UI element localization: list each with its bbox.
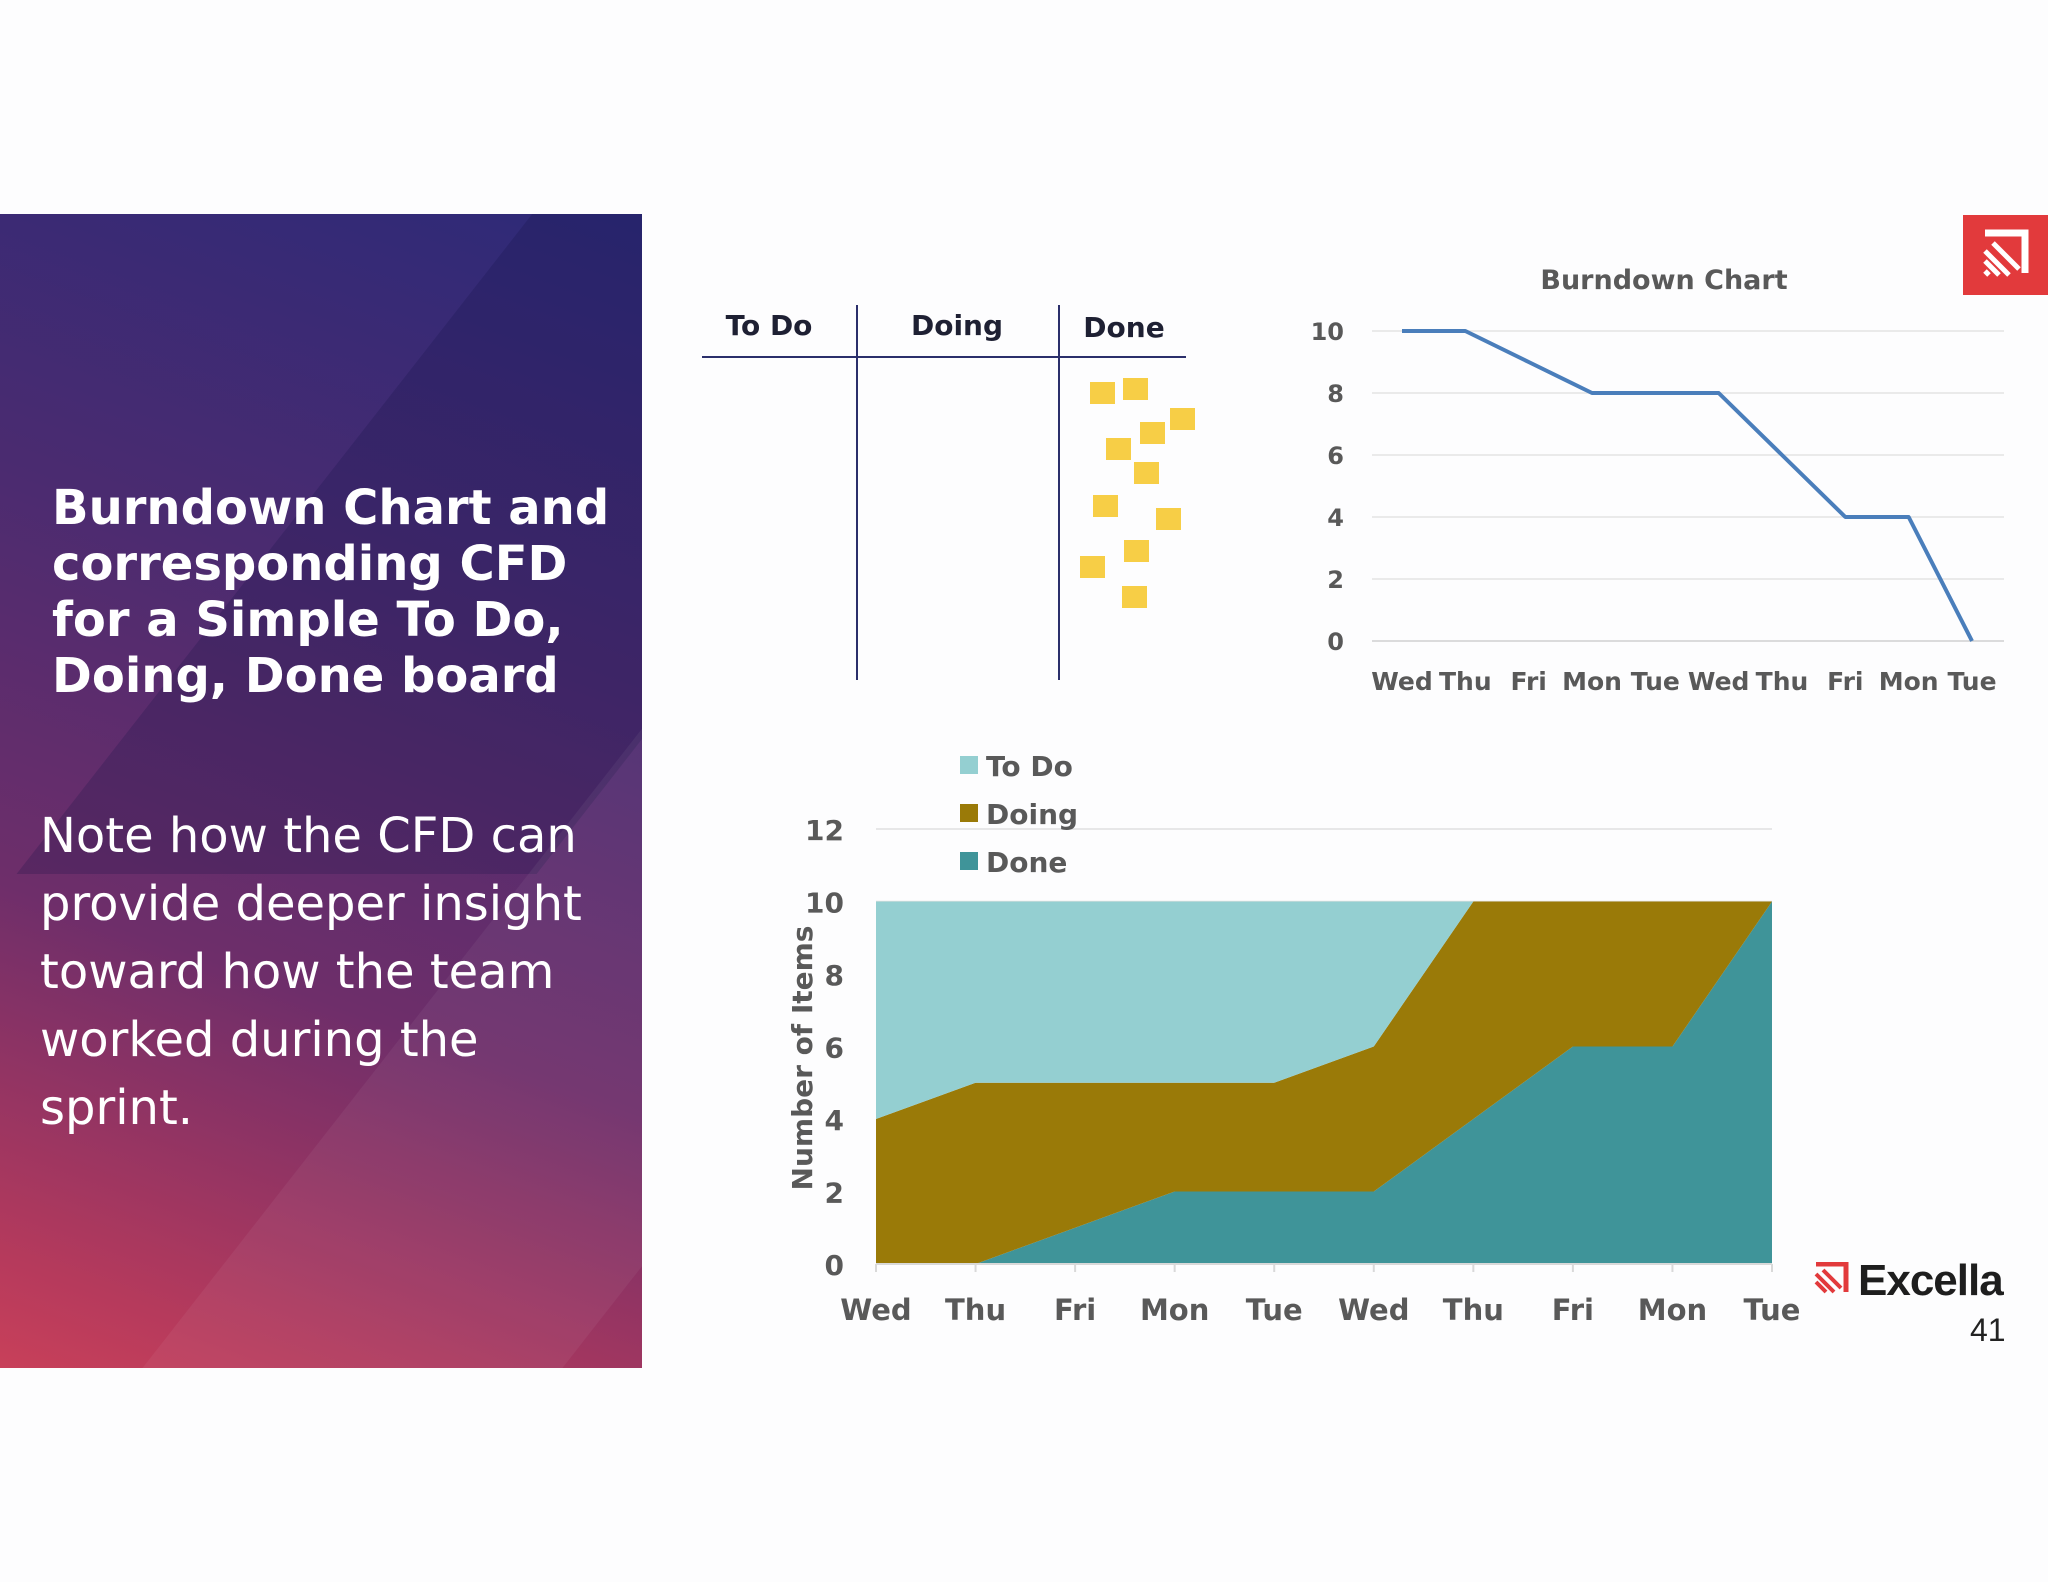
cfd-y-tick: 4	[825, 1104, 844, 1137]
burndown-x-tick: Wed	[1371, 667, 1433, 696]
done-card	[1134, 462, 1159, 484]
cfd-y-tick: 10	[805, 887, 844, 920]
cfd-x-tick: Wed	[1338, 1293, 1409, 1327]
cfd-x-tick: Mon	[1140, 1293, 1209, 1327]
cfd-y-axis-label: Number of Items	[786, 926, 819, 1191]
burndown-x-tick: Thu	[1439, 667, 1492, 696]
cfd-x-tick: Fri	[1552, 1293, 1594, 1327]
page-number: 41	[1970, 1312, 2006, 1348]
cfd-x-tick: Tue	[1246, 1293, 1303, 1327]
slide-title: Burndown Chart and corresponding CFD for…	[52, 480, 610, 704]
done-card	[1170, 408, 1195, 430]
cfd-y-tick: 2	[825, 1177, 844, 1210]
burndown-title: Burndown Chart	[1540, 265, 1787, 296]
done-card	[1140, 422, 1165, 444]
slide-body: Note how the CFD can provide deeper insi…	[40, 808, 582, 1136]
burndown-x-tick: Mon	[1562, 667, 1622, 696]
cfd-x-tick: Fri	[1054, 1293, 1096, 1327]
burndown-line	[1402, 329, 1974, 642]
burndown-x-tick: Thu	[1756, 667, 1809, 696]
burndown-x-tick: Fri	[1510, 667, 1546, 696]
excella-mark-icon	[1983, 229, 2029, 277]
cfd-x-tick: Thu	[945, 1293, 1006, 1327]
burndown-x-tick: Tue	[1947, 667, 1996, 696]
burndown-y-axis: 0 2 4 6 8 10	[1311, 318, 1344, 656]
cfd-legend-label: Doing	[986, 798, 1078, 831]
done-card	[1122, 586, 1147, 608]
cfd-legend-swatch	[960, 804, 978, 822]
burndown-x-tick: Wed	[1688, 667, 1750, 696]
left-panel: Burndown Chart and corresponding CFD for…	[0, 214, 642, 1368]
burndown-y-tick: 6	[1327, 442, 1344, 470]
cfd-y-tick: 8	[825, 959, 844, 992]
done-card	[1106, 438, 1131, 460]
cfd-x-tick: Wed	[840, 1293, 911, 1327]
burndown-y-tick: 8	[1327, 380, 1344, 408]
burndown-x-tick: Mon	[1879, 667, 1939, 696]
done-card	[1090, 382, 1115, 404]
burndown-x-tick: Fri	[1827, 667, 1863, 696]
done-card	[1080, 556, 1105, 578]
cfd-legend-swatch	[960, 756, 978, 774]
board-column-doing: Doing	[911, 309, 1003, 342]
cfd-y-tick: 12	[805, 814, 844, 847]
burndown-y-tick: 4	[1327, 504, 1344, 532]
cfd-x-tick: Tue	[1744, 1293, 1801, 1327]
done-card	[1124, 540, 1149, 562]
board-column-done: Done	[1083, 311, 1164, 344]
cfd-gridlines	[876, 828, 1772, 1193]
excella-mark-icon	[1814, 1262, 1849, 1294]
board-column-todo: To Do	[726, 309, 813, 342]
burndown-x-axis: Wed Thu Fri Mon Tue Wed Thu Fri Mon Tue	[1371, 667, 1996, 696]
excella-wordmark: Excella	[1858, 1256, 2004, 1305]
cfd-legend-label: Done	[986, 846, 1067, 879]
cfd-area-to-do	[876, 901, 1772, 1119]
cfd-x-tick: Mon	[1638, 1293, 1707, 1327]
burndown-y-tick: 0	[1327, 628, 1344, 656]
cfd-y-tick: 0	[825, 1249, 844, 1282]
excella-logo-badge	[1963, 215, 2048, 295]
burndown-y-tick: 10	[1311, 318, 1344, 346]
done-card	[1093, 495, 1118, 517]
done-cards	[1080, 378, 1195, 608]
cfd-legend-swatch	[960, 852, 978, 870]
burndown-gridlines	[1372, 330, 2004, 642]
cfd-area-doing	[876, 901, 1772, 1264]
cfd-legend: To Do Doing Done	[960, 750, 1078, 879]
cfd-areas	[876, 901, 1772, 1264]
burndown-y-tick: 2	[1327, 566, 1344, 594]
cfd-area-done	[876, 901, 1772, 1264]
burndown-x-tick: Tue	[1631, 667, 1680, 696]
cfd-x-axis: Wed Thu Fri Mon Tue Wed Thu Fri Mon Tue	[840, 1264, 1800, 1327]
cfd-x-tick: Thu	[1443, 1293, 1504, 1327]
cfd-y-axis: 0 2 4 6 8 10 12	[805, 814, 844, 1282]
done-card	[1123, 378, 1148, 400]
cfd-y-tick: 6	[825, 1032, 844, 1065]
cfd-legend-label: To Do	[986, 750, 1073, 783]
done-card	[1156, 508, 1181, 530]
